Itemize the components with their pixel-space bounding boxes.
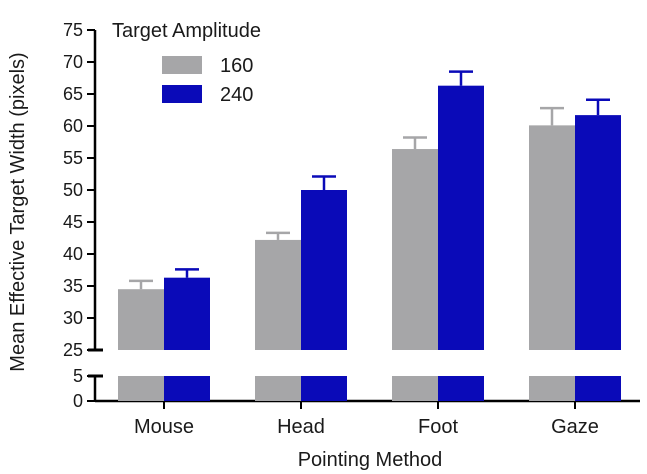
y-tick-label: 50 [63, 180, 83, 200]
legend-swatch-160 [162, 56, 202, 74]
bar-base-240-head [301, 376, 347, 401]
y-tick-label: 35 [63, 276, 83, 296]
y-tick-label: 75 [63, 20, 83, 40]
y-tick-label: 55 [63, 148, 83, 168]
y-tick-label: 30 [63, 308, 83, 328]
x-tick-labels: Mouse Head Foot Gaze [134, 401, 599, 438]
bar-160-mouse [118, 289, 164, 350]
bar-160-foot [392, 149, 438, 350]
y-tick-label: 25 [63, 340, 83, 360]
y-tick-label: 0 [73, 391, 83, 411]
bar-base-240-mouse [164, 376, 210, 401]
legend-label-160: 160 [220, 55, 253, 77]
x-tick-label-head: Head [277, 416, 325, 438]
x-axis-title: Pointing Method [298, 449, 443, 471]
legend: Target Amplitude 160 240 [112, 20, 261, 106]
bar-160-head [255, 239, 301, 350]
x-tick-label-gaze: Gaze [551, 416, 599, 438]
legend-label-240: 240 [220, 84, 253, 106]
bar-base-240-gaze [575, 376, 621, 401]
y-tick-label: 65 [63, 84, 83, 104]
y-tick-label: 70 [63, 52, 83, 72]
bar-240-foot [438, 85, 484, 351]
y-tick-label: 5 [73, 366, 83, 386]
y-tick-label: 45 [63, 212, 83, 232]
bar-240-gaze [575, 115, 621, 351]
y-tick-label: 40 [63, 244, 83, 264]
bar-base-160-head [255, 376, 301, 401]
bars [118, 70, 621, 401]
bar-base-160-foot [392, 376, 438, 401]
legend-swatch-240 [162, 85, 202, 103]
y-axis-title: Mean Effective Target Width (pixels) [7, 52, 29, 371]
y-ticks: 25 30 35 40 45 50 55 60 65 70 75 0 5 [63, 20, 95, 411]
bar-240-head [301, 190, 347, 350]
bar-base-160-gaze [529, 376, 575, 401]
y-tick-label: 60 [63, 116, 83, 136]
legend-title: Target Amplitude [112, 20, 261, 42]
x-tick-label-mouse: Mouse [134, 416, 194, 438]
bar-base-240-foot [438, 376, 484, 401]
bar-160-gaze [529, 125, 575, 350]
bar-base-160-mouse [118, 376, 164, 401]
x-tick-label-foot: Foot [418, 416, 458, 438]
bar-240-mouse [164, 277, 210, 350]
